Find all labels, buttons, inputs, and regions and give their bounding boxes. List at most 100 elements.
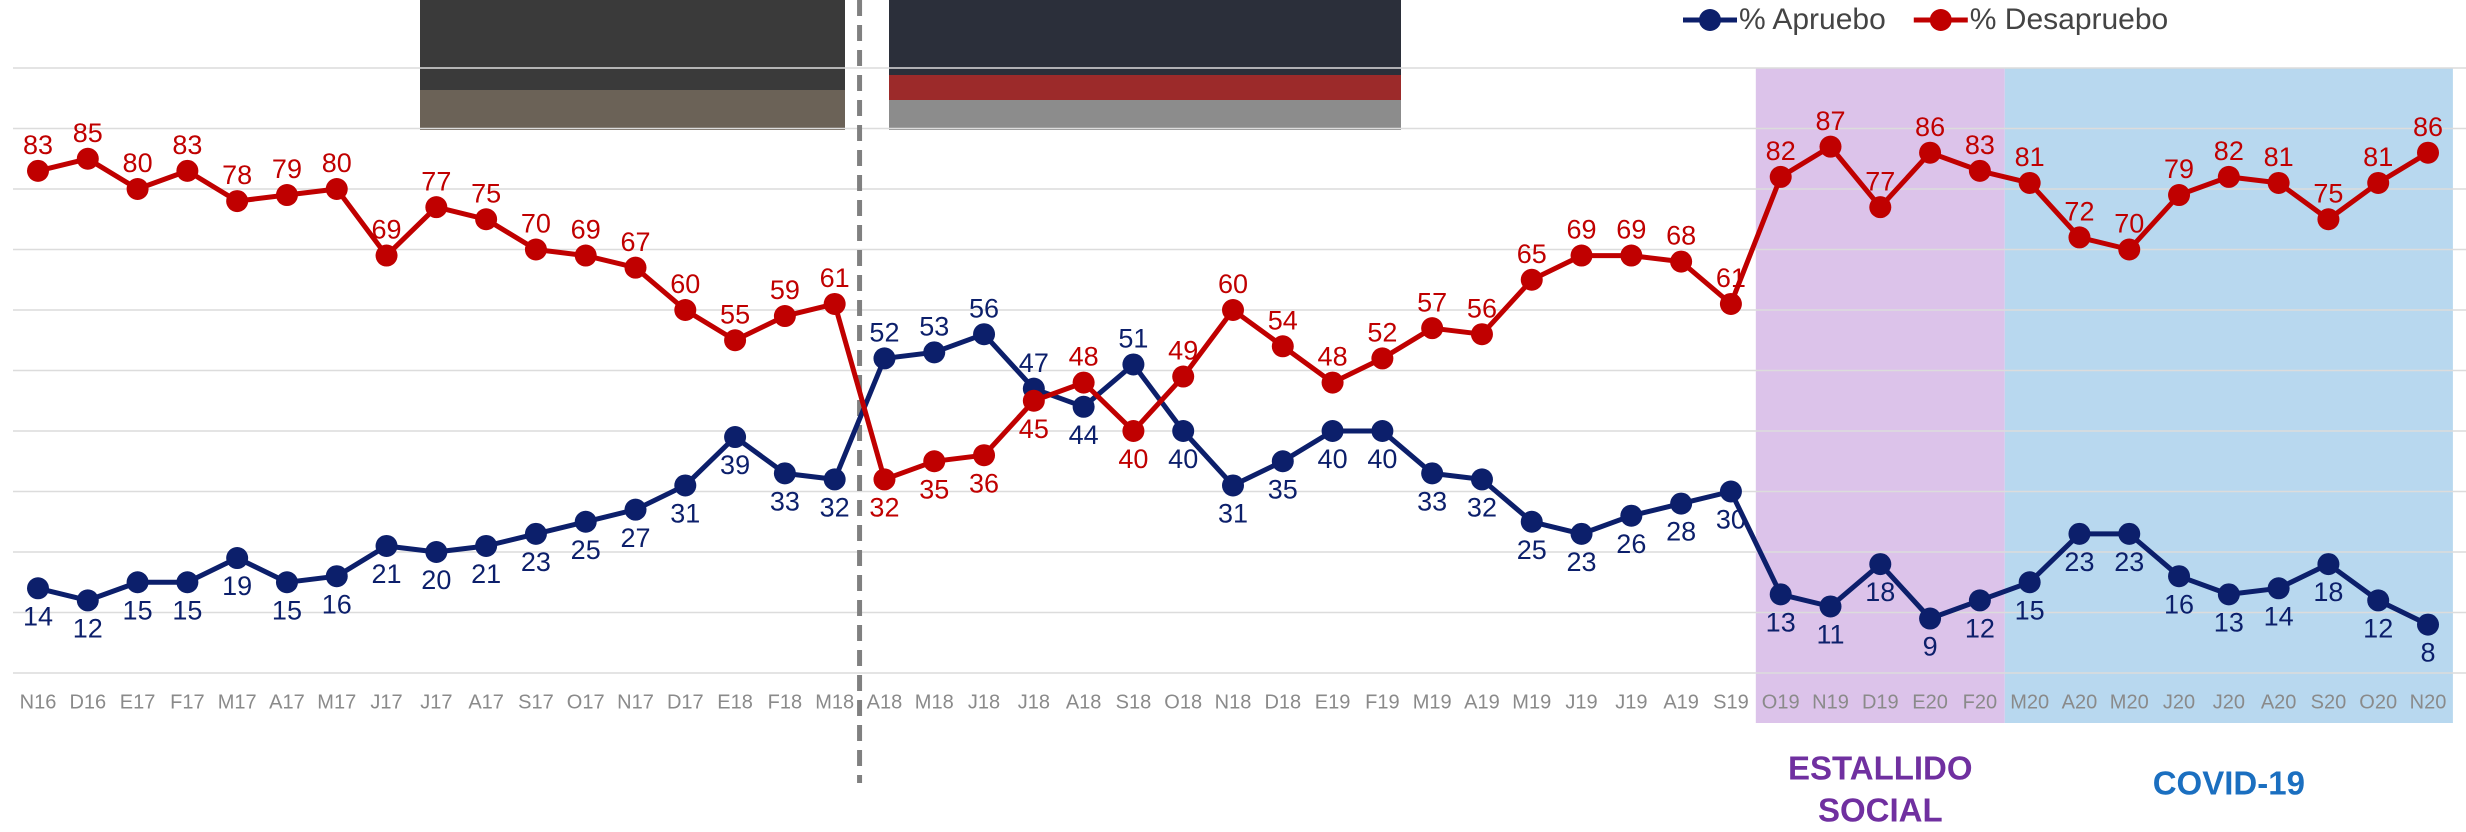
data-label: 67 [620,227,650,257]
point [176,571,199,594]
data-label: 13 [2214,607,2244,637]
region-label: ESTALLIDO [1788,750,1973,787]
data-label: 15 [272,595,302,625]
data-label: 83 [1965,130,1995,160]
data-label: 77 [1865,166,1895,196]
point [1470,323,1493,346]
point [2018,571,2041,594]
data-label: 86 [2413,112,2443,142]
data-label: 81 [2264,142,2294,172]
point [1421,462,1444,485]
point [574,510,597,533]
point [2217,583,2240,606]
data-label: 12 [1965,614,1995,644]
data-label: 33 [1417,486,1447,516]
x-tick-label: S20 [2311,691,2347,713]
data-label: 9 [1923,632,1938,662]
point [1172,420,1195,442]
data-label: 40 [1318,444,1348,474]
data-label: 23 [521,547,551,577]
x-tick-label: A19 [1464,691,1500,713]
data-label: 69 [372,215,402,245]
x-tick-label: A17 [269,691,305,713]
x-tick-label: A20 [2062,691,2098,713]
data-label: 83 [172,130,202,160]
x-tick-label: D19 [1862,691,1899,713]
data-label: 81 [2015,142,2045,172]
data-label: 23 [1567,547,1597,577]
data-label: 36 [969,468,999,498]
data-label: 77 [421,166,451,196]
data-label: 69 [1567,215,1597,245]
point [1271,335,1294,358]
data-label: 28 [1666,517,1696,547]
data-label: 80 [123,148,153,178]
point [2068,522,2091,545]
point [2267,577,2290,600]
point [27,159,49,182]
x-tick-label: N18 [1215,691,1252,713]
point [524,238,547,261]
point [275,571,298,594]
region-band [1755,68,2005,723]
data-label: 40 [1367,444,1397,474]
data-label: 70 [2114,209,2144,239]
x-tick-label: A18 [867,691,903,713]
point [2367,171,2390,194]
data-label: 72 [2064,197,2094,227]
data-label: 25 [571,535,601,565]
data-label: 31 [670,499,700,529]
data-label: 11 [1816,620,1844,650]
point [724,426,747,449]
point [1719,480,1742,503]
data-label: 51 [1118,324,1148,354]
x-tick-label: J17 [420,691,452,713]
point [1819,595,1842,618]
data-label: 85 [73,118,103,148]
x-tick-label: S18 [1116,691,1152,713]
data-label: 81 [2363,142,2393,172]
x-tick-label: E20 [1912,691,1948,713]
legend-label: % Apruebo [1739,3,1886,36]
x-tick-label: S17 [518,691,554,713]
data-label: 82 [2214,136,2244,166]
x-tick-label: J18 [968,691,1000,713]
data-label: 35 [1268,474,1298,504]
x-tick-label: N19 [1812,691,1849,713]
point [1321,371,1344,394]
point [823,292,846,315]
data-label: 48 [1069,342,1099,372]
data-label: 14 [23,601,53,631]
point [2367,589,2390,612]
point [1769,165,1792,188]
point [375,244,398,267]
point [1072,395,1095,418]
legend-label: % Desapruebo [1970,3,2168,36]
point [773,305,796,328]
x-tick-label: O20 [2359,691,2397,713]
point [425,196,448,219]
point [1222,474,1244,497]
point [2417,613,2439,636]
point [1769,583,1792,606]
data-label: 12 [73,614,103,644]
x-tick-label: E17 [120,691,156,713]
x-tick-label: A19 [1663,691,1699,713]
x-tick-label: A20 [2261,691,2297,713]
x-tick-label: J18 [1018,691,1050,713]
data-label: 52 [869,318,899,348]
data-label: 78 [222,160,252,190]
point [1122,420,1145,442]
point [27,577,49,600]
data-label: 32 [869,493,899,523]
data-label: 19 [222,571,252,601]
data-label: 47 [1019,348,1049,378]
point [1869,553,1892,576]
data-label: 40 [1118,444,1148,474]
point [1371,347,1394,370]
data-label: 49 [1168,336,1198,366]
data-label: 15 [172,595,202,625]
point [2317,553,2340,576]
point [923,341,946,364]
x-tick-label: M17 [317,691,356,713]
